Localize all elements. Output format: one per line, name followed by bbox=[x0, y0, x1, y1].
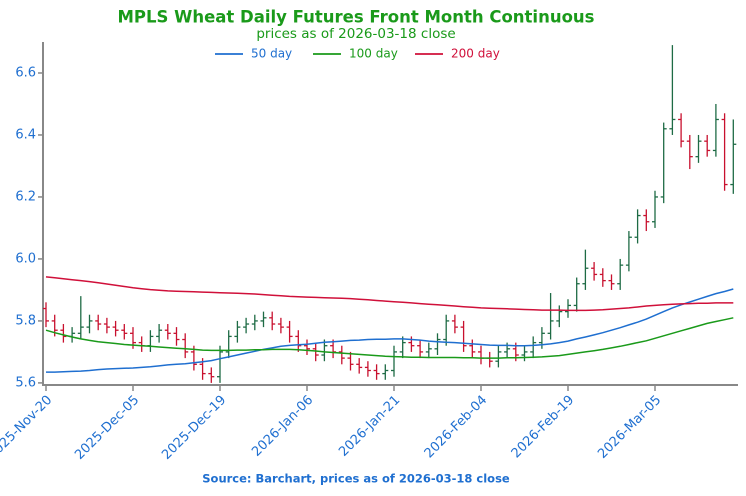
chart-subtitle: prices as of 2026-03-18 close bbox=[256, 26, 455, 42]
legend-label: 100 day bbox=[349, 47, 398, 61]
x-tick-label: 2026-Feb-04 bbox=[422, 393, 491, 462]
x-tick-label: 2026-Jan-06 bbox=[249, 393, 316, 460]
source-note: Source: Barchart, prices as of 2026-03-1… bbox=[202, 472, 510, 486]
y-tick-label: 6.6 bbox=[15, 65, 36, 80]
y-tick-label: 5.6 bbox=[15, 375, 36, 390]
y-tick-label: 6.2 bbox=[15, 189, 36, 204]
y-tick-label: 5.8 bbox=[15, 313, 36, 328]
x-tick-label: 2026-Jan-21 bbox=[336, 393, 403, 460]
x-tick-label: 2025-Dec-05 bbox=[72, 393, 142, 463]
legend-label: 50 day bbox=[251, 47, 292, 61]
y-tick-label: 6.4 bbox=[15, 127, 36, 142]
moving-average-line bbox=[45, 276, 734, 312]
chart-title: MPLS Wheat Daily Futures Front Month Con… bbox=[117, 8, 594, 27]
x-tick-label: 2025-Nov-20 bbox=[0, 393, 55, 463]
x-tick-label: 2025-Dec-19 bbox=[159, 393, 229, 463]
x-tick-label: 2026-Feb-19 bbox=[509, 393, 578, 462]
moving-average-line bbox=[45, 317, 734, 359]
moving-average-line bbox=[46, 288, 734, 373]
x-tick-label: 2026-Mar-05 bbox=[595, 393, 664, 462]
legend-label: 200 day bbox=[451, 47, 500, 61]
y-tick-label: 6.0 bbox=[15, 251, 36, 266]
